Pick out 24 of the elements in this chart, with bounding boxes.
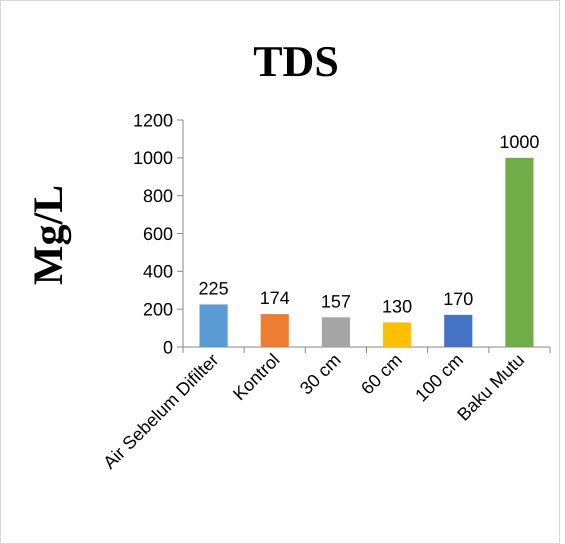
x-tick-label: 30 cm (296, 350, 345, 398)
y-tick-label: 200 (142, 299, 173, 320)
x-tick-label: 100 cm (411, 350, 468, 406)
data-label: 225 (198, 278, 229, 298)
y-tick-label: 600 (142, 224, 173, 244)
chart-title: TDS (253, 37, 339, 86)
bar (322, 317, 350, 347)
bar (505, 158, 534, 347)
data-label: 1000 (499, 132, 540, 152)
bar (444, 314, 472, 347)
y-tick-label: 800 (142, 186, 173, 206)
y-tick-label: 400 (142, 262, 173, 282)
data-label: 157 (320, 291, 351, 312)
bar (260, 314, 289, 347)
y-tick-label: 1000 (132, 148, 173, 168)
data-label: 130 (382, 296, 412, 316)
data-label: 170 (443, 288, 474, 309)
y-axis-title: Mg/L (26, 184, 72, 286)
y-tick-label: 0 (162, 337, 173, 358)
x-tick-label: 60 cm (357, 350, 406, 398)
data-label: 174 (260, 288, 290, 308)
y-tick-label: 1200 (132, 110, 173, 130)
bar (200, 304, 228, 347)
bar (383, 322, 412, 347)
